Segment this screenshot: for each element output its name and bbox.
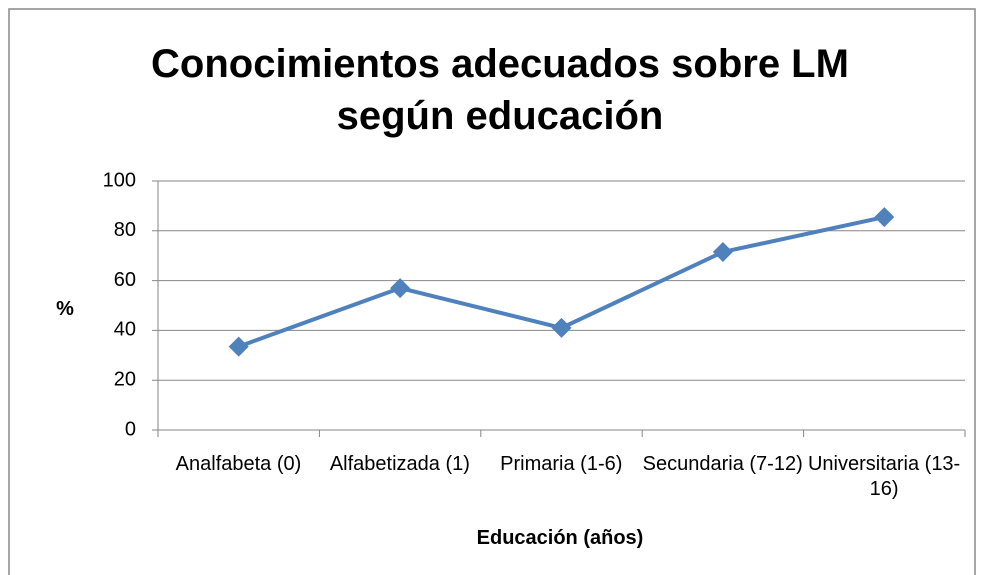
y-tick-label: 80: [114, 219, 136, 241]
x-axis-title: Educación (años): [476, 527, 644, 549]
marker: [551, 317, 572, 338]
x-tick-label: Secundaria (7-12): [642, 453, 803, 475]
marker: [712, 241, 733, 262]
x-tick-label: Alfabetizada (1): [329, 453, 470, 475]
y-axis-title: %: [56, 298, 74, 320]
y-tick-label: 20: [114, 368, 136, 390]
marker: [390, 278, 411, 299]
y-tick-label: 60: [114, 269, 136, 291]
marker: [228, 336, 249, 357]
y-tick-label: 40: [114, 319, 136, 341]
x-tick-label: Analfabeta (0): [175, 453, 302, 475]
chart-title: Conocimientos adecuados sobre LM según e…: [151, 42, 849, 138]
y-tick-label: 100: [103, 169, 136, 191]
x-tick-label: Primaria (1-6): [500, 453, 623, 475]
marker: [874, 207, 895, 228]
chart-frame: [8, 8, 976, 575]
x-tick-label: Universitaria (13-16): [807, 453, 961, 500]
y-tick-label: 0: [125, 418, 136, 440]
